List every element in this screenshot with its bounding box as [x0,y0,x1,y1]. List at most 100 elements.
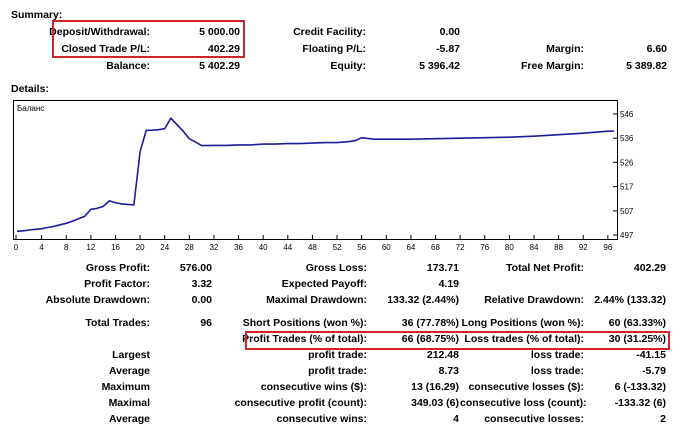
details-row-8-label-3: consecutive loss (count): [460,397,587,409]
details-row-6-label-3: loss trade: [530,365,584,377]
y-tick-label: 5463 [620,110,633,119]
details-row-4-value-3: 30 (31.25%) [608,333,666,345]
x-tick-label: 32 [209,243,218,252]
x-tick-label: 36 [234,243,243,252]
details-row-2-label-3: Relative Drawdown: [484,294,584,306]
x-tick-label: 16 [111,243,120,252]
balance-label: Balance: [106,60,150,72]
x-tick-label: 40 [259,243,268,252]
details-row-0-value-1: 576.00 [179,262,212,274]
chart-title: Баланс [17,104,44,113]
equity-value: 5 396.42 [419,60,460,72]
details-row-3-value-1: 96 [200,317,212,329]
deposit-label: Deposit/Withdrawal: [49,26,150,38]
equity-label: Equity: [330,60,366,72]
details-row-1-label-1: Profit Factor: [84,278,150,290]
x-tick-label: 96 [603,243,612,252]
x-tick-label: 12 [86,243,95,252]
floating-label: Floating P/L: [302,43,366,55]
details-row-4-label-3: Loss trades (% of total): [464,333,584,345]
details-row-5-label-1: Largest [112,349,150,361]
details-row-7-label-2: consecutive wins ($): [260,381,367,393]
margin-value: 6.60 [646,43,667,55]
details-row-5-value-2: 212.48 [426,349,459,361]
x-tick-label: 56 [357,243,366,252]
details-row-0-label-1: Gross Profit: [85,262,150,274]
y-tick-label: 5366 [620,134,633,143]
details-row-6-value-2: 8.73 [438,365,459,377]
y-tick-label: 5171 [620,183,633,192]
x-tick-label: 20 [136,243,145,252]
trades-highlight-box [245,331,670,350]
details-row-2-value-3: 2.44% (133.32) [594,294,666,306]
details-row-6-label-2: profit trade: [308,365,367,377]
details-row-0-label-2: Gross Loss: [305,262,367,274]
details-row-5-label-2: profit trade: [308,349,367,361]
balance-value: 5 402.29 [199,60,240,72]
credit-label: Credit Facility: [293,26,366,38]
details-row-2-value-2: 133.32 (2.44%) [387,294,459,306]
details-row-4-label-2: Profit Trades (% of total): [242,333,367,345]
details-row-5-label-3: loss trade: [530,349,584,361]
balance-chart: Баланс 0 4 8 12 16 20 24 28 32 36 40 44 48 52 56 60 64 68… [13,100,633,252]
details-row-7-label-3: consecutive losses ($): [468,381,584,393]
details-heading: Details: [11,83,49,95]
summary-heading: Summary: [11,9,63,21]
x-tick-label: 80 [505,243,514,252]
details-row-1-value-2: 4.19 [438,278,459,290]
details-row-7-value-2: 13 (16.29) [411,381,459,393]
details-row-8-label-2: consecutive profit (count): [234,397,367,409]
closed-pl-value: 402.29 [207,43,240,55]
details-row-3-value-3: 60 (63.33%) [608,317,666,329]
details-row-3-label-2: Short Positions (won %): [242,317,367,329]
margin-label: Margin: [546,43,584,55]
x-tick-label: 68 [431,243,440,252]
chart-frame [13,100,618,240]
x-tick-label: 28 [185,243,194,252]
details-row-6-value-3: -5.79 [642,365,666,377]
details-row-8-value-2: 349.03 (6) [411,397,459,409]
credit-value: 0.00 [439,26,460,38]
free-margin-label: Free Margin: [520,60,584,72]
balance-chart-svg: Баланс 0 4 8 12 16 20 24 28 32 36 40 44 48 52 56 60 64 68… [13,100,633,252]
details-row-1-label-2: Expected Payoff: [281,278,367,290]
details-row-3-label-3: Long Positions (won %): [461,317,584,329]
x-tick-label: 0 [14,243,19,252]
details-row-7-value-3: 6 (-133.32) [614,381,666,393]
details-row-3-label-1: Total Trades: [85,317,150,329]
x-tick-label: 76 [480,243,489,252]
x-tick-label: 64 [406,243,415,252]
x-tick-label: 48 [308,243,317,252]
x-tick-label: 24 [160,243,169,252]
free-margin-value: 5 389.82 [626,60,667,72]
floating-value: -5.87 [436,43,460,55]
details-row-9-value-2: 4 [453,413,459,425]
x-tick-label: 88 [554,243,563,252]
x-tick-label: 44 [283,243,292,252]
details-row-9-value-3: 2 [660,413,666,425]
x-tick-label: 4 [39,243,44,252]
x-tick-label: 60 [382,243,391,252]
details-row-9-label-2: consecutive wins: [276,413,367,425]
details-row-0-label-3: Total Net Profit: [506,262,584,274]
details-row-2-value-1: 0.00 [191,294,212,306]
details-row-0-value-3: 402.29 [633,262,666,274]
details-row-9-label-3: consecutive losses: [484,413,584,425]
details-row-2-label-1: Absolute Drawdown: [45,294,150,306]
details-row-6-label-1: Average [108,365,150,377]
closed-pl-label: Closed Trade P/L: [61,43,150,55]
balance-series-line [16,116,614,233]
details-row-3-value-2: 36 (77.78%) [401,317,459,329]
details-row-2-label-2: Maximal Drawdown: [266,294,367,306]
x-tick-label: 8 [64,243,69,252]
details-row-5-value-3: -41.15 [636,349,666,361]
x-tick-label: 52 [333,243,342,252]
details-row-8-label-1: Maximal [108,397,150,409]
details-row-1-value-1: 3.32 [191,278,212,290]
y-tick-label: 4977 [620,231,633,240]
details-row-0-value-2: 173.71 [426,262,459,274]
details-row-7-label-1: Maximum [101,381,150,393]
details-row-9-label-1: Average [108,413,150,425]
y-tick-label: 5269 [620,158,633,167]
